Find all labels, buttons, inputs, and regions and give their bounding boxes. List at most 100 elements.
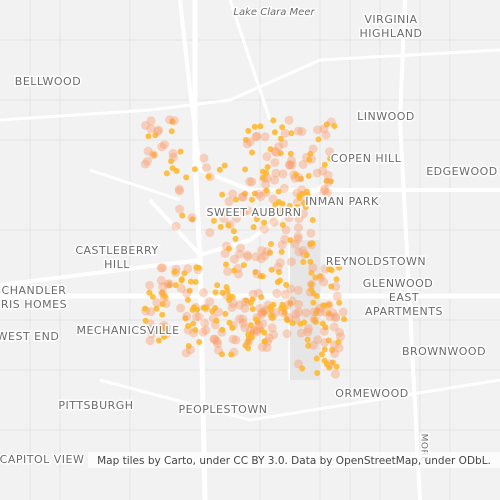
heat-dot bbox=[250, 224, 257, 231]
heat-dot bbox=[308, 269, 315, 276]
place-label: WEST END bbox=[0, 330, 59, 343]
heat-dot bbox=[243, 252, 253, 262]
heat-dot bbox=[253, 288, 263, 298]
heat-dot bbox=[257, 342, 267, 352]
heat-dot bbox=[267, 323, 277, 333]
heat-dot bbox=[325, 312, 335, 322]
heat-dot bbox=[281, 309, 288, 316]
heat-dot bbox=[182, 288, 192, 298]
heat-dot bbox=[299, 365, 306, 372]
heat-dot bbox=[141, 120, 151, 130]
heat-dot bbox=[336, 299, 343, 306]
heat-dot bbox=[223, 261, 230, 268]
heat-dot bbox=[257, 245, 267, 255]
heat-dot bbox=[182, 315, 189, 322]
heat-dot bbox=[210, 334, 220, 344]
heat-dot bbox=[306, 279, 316, 289]
heat-dot bbox=[228, 299, 238, 309]
heat-dot bbox=[298, 159, 308, 169]
heat-dot bbox=[190, 320, 197, 327]
heat-dot bbox=[146, 289, 153, 296]
heat-dot bbox=[171, 268, 178, 275]
heat-dot bbox=[161, 293, 168, 300]
heat-dot bbox=[313, 335, 323, 345]
heat-dot bbox=[284, 313, 294, 323]
heat-dot bbox=[313, 125, 323, 135]
heat-dot bbox=[289, 320, 296, 327]
heat-dot bbox=[319, 124, 329, 134]
heat-dot bbox=[294, 247, 304, 257]
heat-dot bbox=[232, 213, 242, 223]
heat-dot bbox=[268, 266, 275, 273]
place-label: COPEN HILL bbox=[331, 152, 402, 165]
place-label: CASTLEBERRY bbox=[75, 244, 158, 257]
heat-dot bbox=[217, 223, 224, 230]
heat-dot bbox=[227, 302, 237, 312]
heat-dot bbox=[341, 316, 348, 323]
heat-dot bbox=[262, 247, 272, 257]
heat-dot bbox=[333, 363, 340, 370]
heat-dot bbox=[323, 361, 330, 368]
place-label: PITTSBURGH bbox=[58, 399, 133, 412]
heat-dot bbox=[146, 307, 156, 317]
heat-dot bbox=[230, 228, 237, 235]
heat-dot bbox=[232, 196, 239, 203]
heat-dot bbox=[245, 345, 252, 352]
heat-dot bbox=[163, 279, 173, 289]
heat-dot bbox=[249, 306, 256, 313]
heat-dot bbox=[194, 312, 204, 322]
heat-dot bbox=[213, 339, 223, 349]
place-label: EDGEWOOD bbox=[426, 165, 498, 178]
heat-dot bbox=[272, 201, 279, 208]
heat-dot bbox=[333, 276, 340, 283]
place-label: CHANDLER bbox=[2, 284, 67, 297]
heat-dot bbox=[176, 303, 186, 313]
heat-dot bbox=[224, 288, 231, 295]
heat-dot bbox=[182, 311, 192, 321]
heat-dot bbox=[172, 282, 179, 289]
heat-dot bbox=[195, 264, 202, 271]
heat-dot bbox=[328, 308, 338, 318]
heat-dot bbox=[214, 307, 224, 317]
heat-dot bbox=[278, 305, 285, 312]
heat-dot bbox=[331, 282, 341, 292]
heat-dot bbox=[250, 326, 260, 336]
heat-dot bbox=[291, 309, 301, 319]
heat-dot bbox=[278, 248, 285, 255]
heat-dot bbox=[256, 192, 266, 202]
heat-dot bbox=[228, 189, 238, 199]
heat-dot bbox=[301, 319, 308, 326]
heat-dot bbox=[264, 163, 271, 170]
heat-dot bbox=[293, 359, 303, 369]
heat-dot bbox=[278, 169, 288, 179]
heat-dot bbox=[267, 146, 274, 153]
heat-dot bbox=[288, 130, 295, 137]
place-label: LINWOOD bbox=[357, 110, 415, 123]
heat-dot bbox=[262, 338, 269, 345]
heat-dot bbox=[185, 322, 192, 329]
heat-dot bbox=[218, 351, 225, 358]
heat-dot bbox=[240, 303, 250, 313]
heat-dot bbox=[284, 115, 294, 125]
heat-dot bbox=[296, 194, 303, 201]
heat-dot bbox=[150, 151, 157, 158]
heat-dot bbox=[223, 266, 233, 276]
heat-dot bbox=[210, 217, 217, 224]
heat-dot bbox=[305, 342, 312, 349]
heat-dot bbox=[313, 309, 320, 316]
heat-dot bbox=[171, 221, 181, 231]
heat-dot bbox=[257, 309, 267, 319]
heat-dot bbox=[332, 291, 342, 301]
heat-dot bbox=[212, 336, 222, 346]
heat-dot bbox=[321, 130, 331, 140]
heat-dot bbox=[297, 127, 307, 137]
heat-dot bbox=[311, 316, 318, 323]
place-label: HIGHLAND bbox=[360, 27, 423, 40]
heat-dot bbox=[271, 129, 278, 136]
heat-dot bbox=[313, 292, 320, 299]
heat-dot bbox=[304, 336, 311, 343]
heat-dot bbox=[189, 216, 196, 223]
heat-dot bbox=[160, 140, 170, 150]
heat-dot bbox=[252, 327, 262, 337]
heat-dot bbox=[331, 123, 338, 130]
